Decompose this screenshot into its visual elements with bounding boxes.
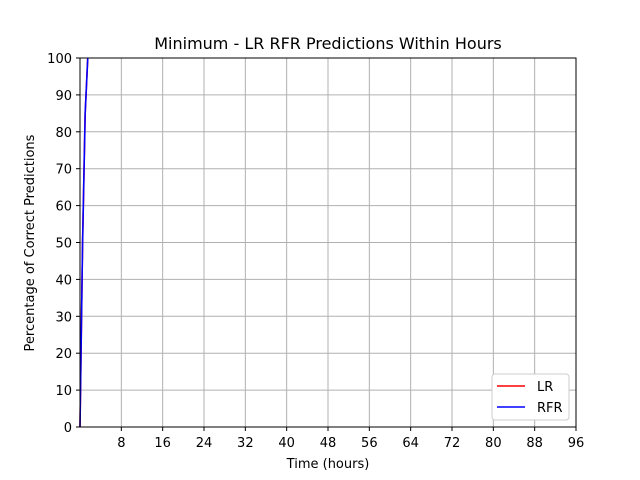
x-tick-label: 72 — [444, 436, 461, 451]
y-tick-label: 60 — [55, 200, 72, 215]
y-tick-label: 80 — [55, 126, 72, 141]
y-tick-label: 40 — [55, 273, 72, 288]
x-tick-label: 64 — [402, 436, 419, 451]
x-axis-label: Time (hours) — [286, 457, 370, 472]
x-tick-label: 40 — [278, 436, 295, 451]
x-tick-label: 80 — [485, 436, 502, 451]
y-tick-label: 20 — [55, 347, 72, 362]
series-group — [79, 57, 89, 428]
x-tick-label: 16 — [154, 436, 171, 451]
x-tick-label: 56 — [361, 436, 378, 451]
x-tick-label: 24 — [196, 436, 213, 451]
chart-title: Minimum - LR RFR Predictions Within Hour… — [154, 34, 502, 53]
y-tick-label: 10 — [55, 384, 72, 399]
legend-label-lr: LR — [537, 380, 553, 395]
x-tick-label: 88 — [526, 436, 543, 451]
y-tick-label: 0 — [64, 421, 72, 436]
legend: LR RFR — [491, 373, 570, 421]
series-line-rfr — [79, 57, 89, 428]
y-axis-label: Percentage of Correct Predictions — [23, 134, 38, 351]
x-tick-label: 48 — [320, 436, 337, 451]
y-axis: 0 10 20 30 40 50 60 70 80 90 100 — [47, 52, 80, 436]
y-tick-label: 90 — [55, 89, 72, 104]
legend-label-rfr: RFR — [537, 401, 563, 416]
y-tick-label: 30 — [55, 310, 72, 325]
grid — [80, 57, 577, 428]
y-tick-label: 50 — [55, 237, 72, 252]
x-tick-label: 8 — [117, 436, 125, 451]
y-tick-label: 100 — [47, 52, 72, 67]
x-axis: 8 16 24 32 40 48 56 64 72 80 88 96 — [117, 427, 584, 451]
x-tick-label: 96 — [568, 436, 585, 451]
x-tick-label: 32 — [237, 436, 254, 451]
y-tick-label: 70 — [55, 163, 72, 178]
